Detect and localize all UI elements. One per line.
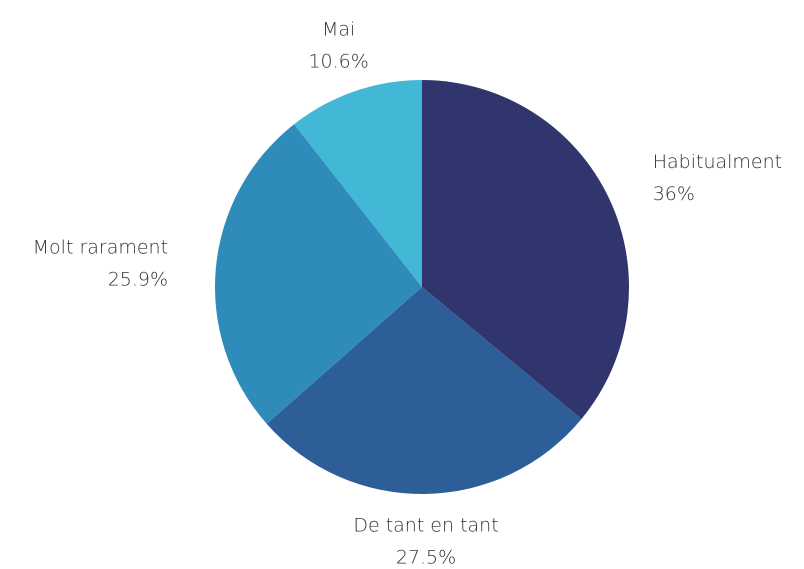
pie-slice	[422, 80, 629, 419]
slice-value-label: 25.9%	[108, 268, 168, 290]
slice-value-label: 27.5%	[396, 546, 456, 568]
pie-slice	[294, 80, 422, 287]
slice-value-label: 10.6%	[308, 51, 368, 73]
pie-slice	[266, 287, 582, 494]
pie-slice	[214, 124, 422, 424]
slice-label: Molt rarament	[33, 236, 168, 258]
slice-label: Habitualment	[653, 151, 782, 173]
slice-value-label: 36%	[653, 183, 695, 205]
slice-label: De tant en tant	[353, 514, 498, 536]
slice-label: Mai	[322, 19, 355, 41]
